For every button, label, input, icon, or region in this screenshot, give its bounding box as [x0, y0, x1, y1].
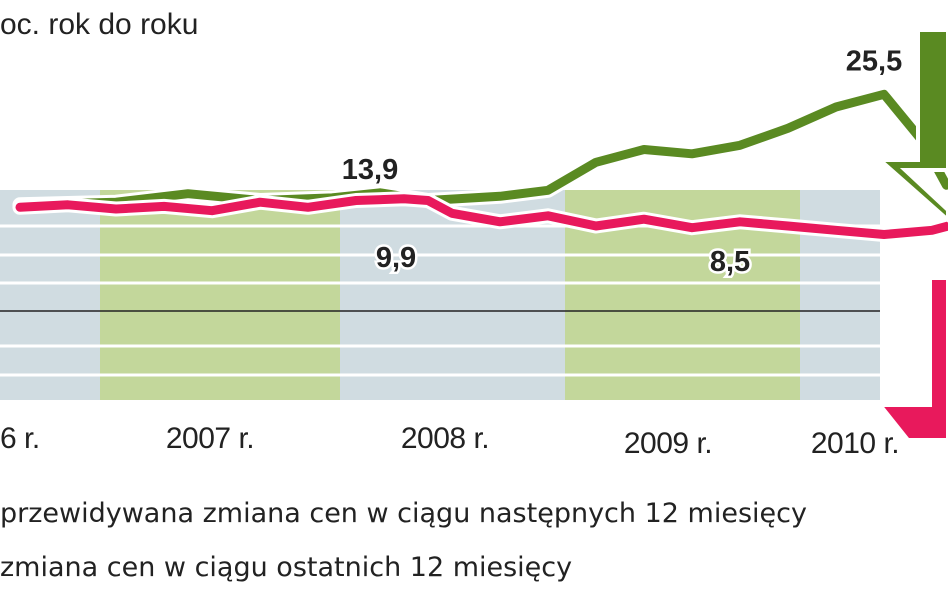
x-tick-label: 2009 r. — [624, 427, 712, 460]
legend-past: zmiana cen w ciągu ostatnich 12 miesięcy — [0, 552, 573, 583]
x-tick-label: 2010 r. — [811, 427, 899, 460]
unit-label: oc. rok do roku — [0, 8, 198, 41]
trend-arrows — [874, 28, 948, 442]
data-labels: 13,925,53314,69,98,57,9 — [339, 43, 904, 281]
x-tick-labels: 6 r. 2007 r. 2008 r. 2009 r. 2010 r. — [0, 422, 900, 460]
x-tick-label: 6 r. — [0, 422, 40, 455]
data-label: 25,5 — [846, 45, 902, 77]
series-line-expected — [15, 89, 948, 210]
legend-expected: przewidywana zmiana cen w ciągu następny… — [0, 498, 807, 529]
data-label: 13,9 — [342, 154, 398, 186]
x-tick-label: 2007 r. — [166, 422, 254, 455]
gridlines — [0, 224, 880, 377]
year-band — [0, 190, 100, 400]
data-label: 8,5 — [710, 246, 750, 278]
data-label: 9,9 — [376, 242, 416, 274]
x-tick-label: 2008 r. — [401, 422, 489, 455]
arrow-down-icon — [874, 28, 948, 223]
year-band — [100, 190, 340, 400]
series-line-past — [15, 194, 948, 239]
series-lines — [12, 86, 948, 242]
arrow-down-icon — [875, 276, 948, 442]
